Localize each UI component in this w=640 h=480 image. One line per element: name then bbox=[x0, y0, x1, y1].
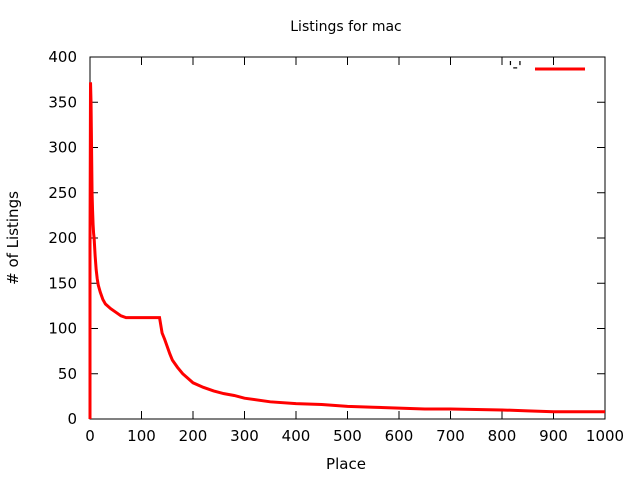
legend: '-' bbox=[508, 58, 585, 76]
x-tick-label: 1000 bbox=[586, 427, 624, 445]
x-tick-label: 500 bbox=[333, 427, 362, 445]
x-tick-label: 300 bbox=[230, 427, 259, 445]
y-tick-label: 350 bbox=[48, 93, 77, 111]
axis-ticks bbox=[89, 56, 606, 420]
legend-entry-label: '-' bbox=[508, 58, 522, 76]
chart-title: Listings for mac bbox=[290, 19, 401, 35]
plot-frame bbox=[89, 56, 606, 420]
y-tick-label: 150 bbox=[48, 274, 77, 292]
y-tick-label: 100 bbox=[48, 320, 77, 338]
x-tick-label: 0 bbox=[85, 427, 95, 445]
y-tick-label: 50 bbox=[58, 365, 77, 383]
x-tick-label: 700 bbox=[436, 427, 465, 445]
series-line bbox=[88, 82, 605, 419]
x-tick-label: 400 bbox=[282, 427, 311, 445]
y-tick-label: 400 bbox=[48, 48, 77, 66]
y-tick-label: 0 bbox=[67, 410, 77, 428]
x-tick-label: 900 bbox=[539, 427, 568, 445]
x-axis-label: Place bbox=[326, 455, 366, 473]
y-tick-label: 300 bbox=[48, 139, 77, 157]
y-tick-label: 250 bbox=[48, 184, 77, 202]
x-tick-label: 100 bbox=[127, 427, 156, 445]
x-tick-label: 600 bbox=[385, 427, 414, 445]
y-axis-label: # of Listings bbox=[4, 191, 22, 285]
y-tick-label: 200 bbox=[48, 229, 77, 247]
x-tick-label: 800 bbox=[488, 427, 517, 445]
axis-tick-labels: 0 100 200 300 400 500 600 700 800 900 1000 0 50 100 15… bbox=[48, 48, 624, 445]
x-tick-label: 200 bbox=[179, 427, 208, 445]
